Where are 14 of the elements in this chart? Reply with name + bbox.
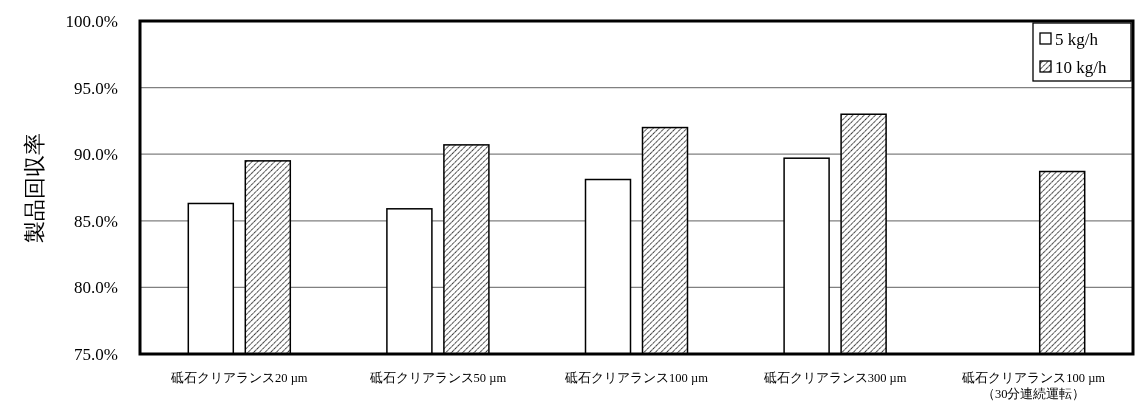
y-tick-label: 100.0% [65,12,118,31]
y-tick-label: 80.0% [74,278,118,298]
x-tick-label: 砥石クリアランス300 µm [762,371,907,385]
legend-label: 10 kg/h [1055,58,1107,77]
x-tick-label: 砥石クリアランス20 µm [170,371,308,385]
y-tick-label: 90.0% [74,145,118,165]
y-tick-label: 85.0% [74,211,118,231]
y-tick-label: 75.0% [74,345,118,364]
y-tick-label: 95.0% [74,78,118,98]
x-tick-label: 砥石クリアランス100 µm [564,371,709,385]
x-tick-label: 砥石クリアランス50 µm [368,371,507,385]
x-tick-label: 砥石クリアランス100 µm （30分連続運転） [961,371,1106,401]
y-axis-title: 製品回収率 [22,132,47,243]
legend-label: 5 kg/h [1055,30,1099,49]
